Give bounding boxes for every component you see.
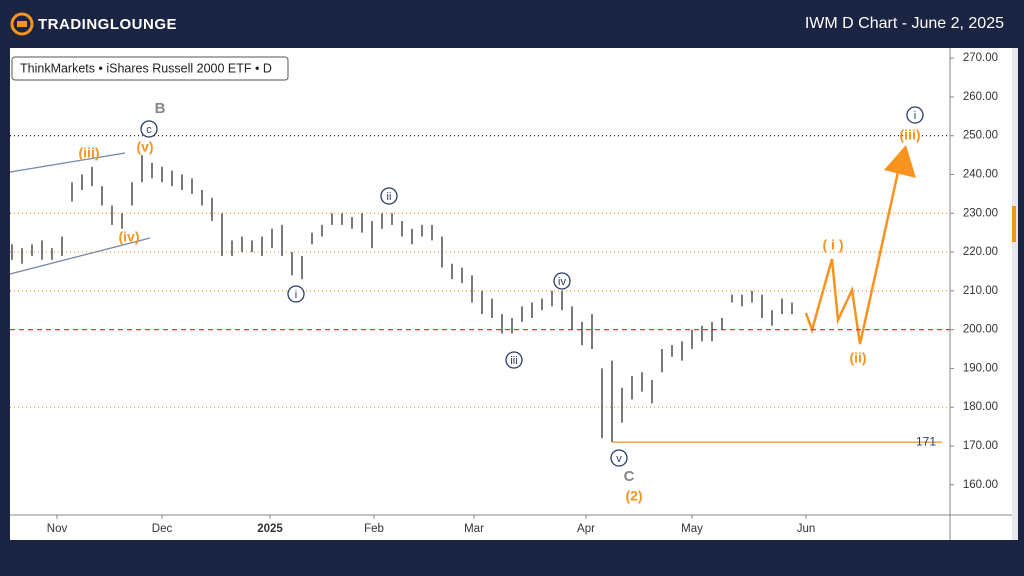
wave-circle (906, 106, 924, 124)
wave-label: (iv) (119, 229, 140, 245)
wave-label: (iii) (900, 127, 921, 143)
wave-label: iii (510, 355, 517, 367)
right-strip (1012, 48, 1018, 540)
wave-label: (v) (136, 139, 153, 155)
y-tick-label: 200.00 (963, 324, 998, 336)
page-title: IWM D Chart - June 2, 2025 (805, 15, 1004, 32)
channel-line (9, 152, 126, 173)
logo-icon (10, 12, 34, 36)
wave-label: (iii) (79, 145, 100, 161)
chart-panel (10, 48, 1012, 540)
y-tick-label: 170.00 (963, 440, 998, 452)
wave-circle (287, 285, 305, 303)
projection-arrowhead (884, 145, 916, 178)
wave-label: ( i ) (823, 237, 844, 253)
wave-label: (2) (625, 488, 642, 504)
y-tick-label: 160.00 (963, 479, 998, 491)
y-tick-label: 250.00 (963, 130, 998, 142)
y-tick-label: 190.00 (963, 362, 998, 374)
wave-circle (380, 187, 398, 205)
y-tick-label: 270.00 (963, 52, 998, 64)
y-tick-label: 260.00 (963, 91, 998, 103)
wave-label: iv (558, 276, 566, 288)
wave-label: C (624, 468, 635, 485)
wave-label: ii (387, 191, 392, 203)
x-tick-label: May (681, 523, 703, 535)
support-label: 171 (916, 434, 936, 448)
x-tick-label: 2025 (257, 523, 283, 535)
legend-text: ThinkMarkets • iShares Russell 2000 ETF … (20, 61, 272, 75)
wave-label: (ii) (849, 350, 866, 366)
wave-circle (140, 120, 158, 138)
channel-line (9, 237, 151, 275)
y-tick-label: 210.00 (963, 285, 998, 297)
wave-circle (553, 272, 571, 290)
brand: TradingLounge (38, 16, 177, 33)
price-marker (1012, 206, 1016, 242)
wave-label: B (155, 100, 166, 117)
wave-circle (610, 449, 628, 467)
y-tick-label: 180.00 (963, 401, 998, 413)
wave-label: v (616, 453, 622, 465)
y-tick-label: 220.00 (963, 246, 998, 258)
x-tick-label: Jun (797, 523, 816, 535)
x-tick-label: Apr (577, 523, 595, 535)
x-tick-label: Feb (364, 523, 384, 535)
wave-label: i (295, 289, 297, 301)
x-tick-label: Mar (464, 523, 484, 535)
wave-label: i (914, 110, 916, 122)
legend-box (11, 56, 289, 81)
wave-label: c (146, 124, 152, 136)
y-tick-label: 240.00 (963, 169, 998, 181)
x-tick-label: Nov (47, 523, 68, 535)
y-tick-label: 230.00 (963, 207, 998, 219)
x-tick-label: Dec (152, 523, 173, 535)
logo-icon-bar (17, 21, 27, 27)
wave-circle (505, 351, 523, 369)
